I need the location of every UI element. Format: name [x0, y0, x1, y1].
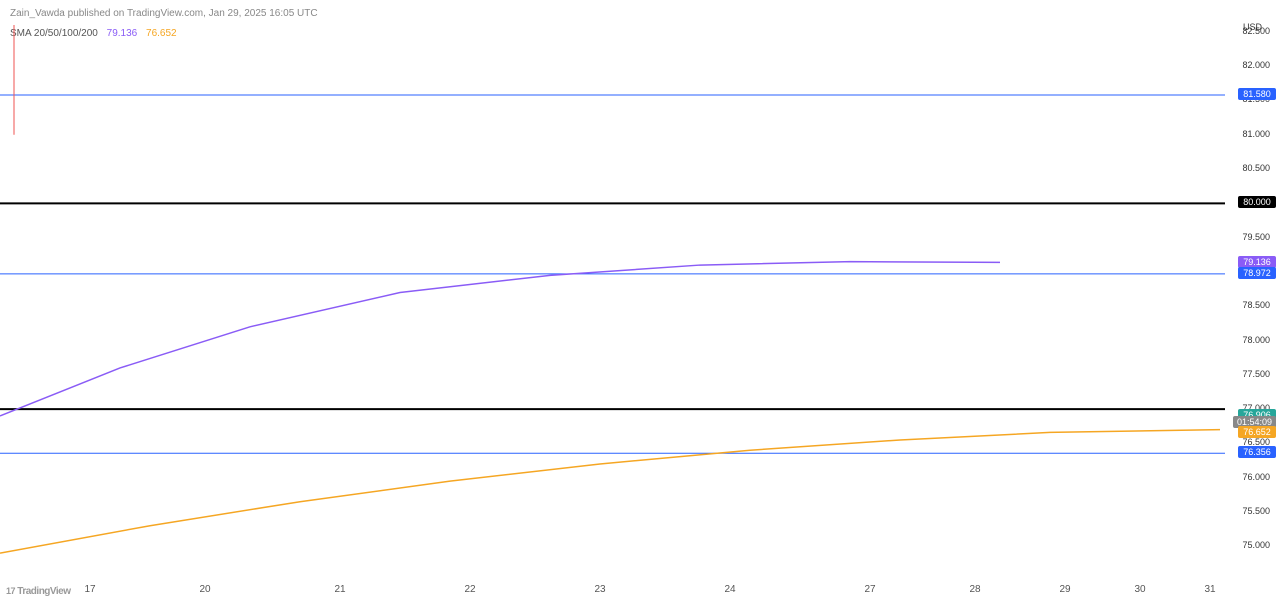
price-tag: 80.000	[1238, 196, 1276, 208]
x-tick-label: 23	[594, 584, 605, 595]
price-tag: 76.652	[1238, 426, 1276, 438]
y-tick-label: 78.500	[1242, 300, 1270, 310]
price-tag: 76.356	[1238, 446, 1276, 458]
y-tick-label: 75.000	[1242, 540, 1270, 550]
price-tag: 79.136	[1238, 256, 1276, 268]
y-tick-label: 79.500	[1242, 232, 1270, 242]
x-tick-label: 17	[84, 584, 95, 595]
y-tick-label: 76.000	[1242, 472, 1270, 482]
price-tag: 81.580	[1238, 88, 1276, 100]
x-tick-label: 31	[1204, 584, 1215, 595]
y-tick-label: 82.500	[1242, 26, 1270, 36]
y-tick-label: 81.000	[1242, 129, 1270, 139]
price-tag: 78.972	[1238, 267, 1276, 279]
y-tick-label: 82.000	[1242, 60, 1270, 70]
y-tick-label: 78.000	[1242, 335, 1270, 345]
y-tick-label: 80.500	[1242, 163, 1270, 173]
x-tick-label: 28	[969, 584, 980, 595]
x-tick-label: 27	[864, 584, 875, 595]
x-tick-label: 21	[334, 584, 345, 595]
chart-svg[interactable]	[0, 0, 1280, 601]
x-tick-label: 22	[464, 584, 475, 595]
y-tick-label: 77.500	[1242, 369, 1270, 379]
x-tick-label: 29	[1059, 584, 1070, 595]
x-tick-label: 24	[724, 584, 735, 595]
x-tick-label: 30	[1134, 584, 1145, 595]
chart-container: Zain_Vawda published on TradingView.com,…	[0, 0, 1280, 601]
y-tick-label: 75.500	[1242, 506, 1270, 516]
x-tick-label: 20	[199, 584, 210, 595]
tradingview-brand: 17 TradingView	[6, 586, 71, 597]
